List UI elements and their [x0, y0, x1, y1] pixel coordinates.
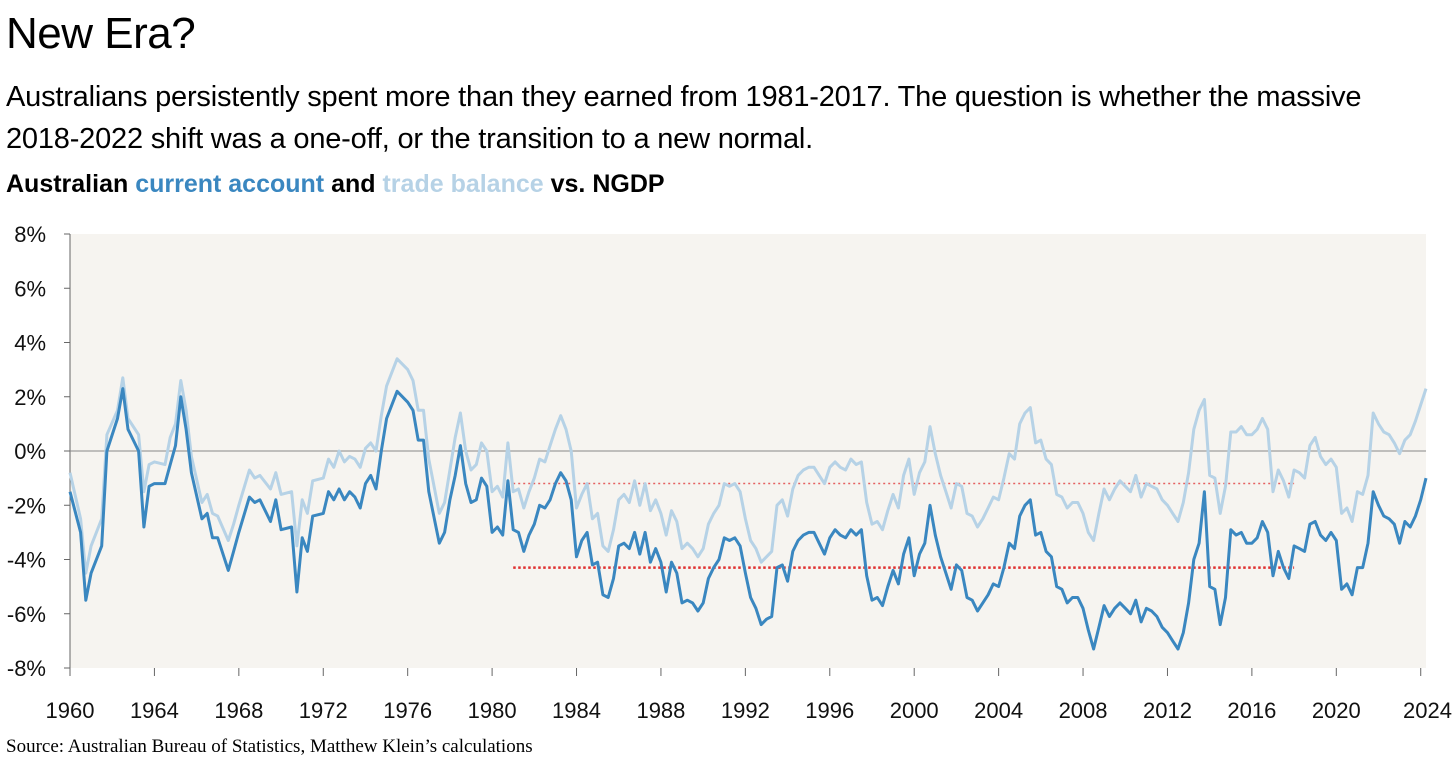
x-tick-label: 1976	[383, 698, 432, 723]
x-axis: 1960 1964 1968 1972 1976 1980 1984 1988 1992 1996…	[46, 668, 1452, 723]
chart-title: New Era?	[6, 9, 196, 58]
series-layer	[68, 357, 1428, 651]
chart-heading-mid: and	[324, 170, 383, 198]
x-tick-label: 1984	[552, 698, 601, 723]
x-tick-label: 2008	[1059, 698, 1108, 723]
x-tick-label: 2024	[1403, 698, 1452, 723]
x-tick-label: 1980	[468, 698, 517, 723]
x-tick-label: 2020	[1312, 698, 1361, 723]
chart-subtitle: Australians persistently spent more than…	[6, 81, 1362, 155]
x-tick-label: 2004	[974, 698, 1023, 723]
x-tick-label: 2000	[890, 698, 939, 723]
source-note: Source: Australian Bureau of Statistics,…	[6, 736, 533, 757]
legend-trade-balance: trade balance	[382, 170, 544, 198]
y-tick-label: -6%	[7, 602, 46, 627]
y-tick-label: 4%	[14, 331, 46, 356]
chart-heading-suffix: vs. NGDP	[543, 170, 665, 198]
y-tick-label: -4%	[7, 548, 46, 573]
x-tick-label: 1972	[299, 698, 348, 723]
x-tick-label: 1960	[46, 698, 95, 723]
x-tick-label: 1968	[214, 698, 263, 723]
legend-current-account: current account	[135, 170, 325, 198]
y-tick-label: -2%	[7, 493, 46, 518]
chart-heading-prefix: Australian	[6, 170, 136, 198]
x-tick-label: 2016	[1227, 698, 1276, 723]
current-account-line	[68, 387, 1428, 651]
x-tick-label: 1964	[130, 698, 179, 723]
y-axis: 8% 6% 4% 2% 0% -2% -4% -6% -8%	[7, 222, 71, 681]
y-tick-label: 6%	[14, 276, 46, 301]
y-tick-label: 8%	[14, 222, 46, 247]
chart-heading: Australian current account and trade bal…	[6, 170, 665, 199]
trade-balance-line	[68, 357, 1428, 575]
x-tick-label: 1988	[636, 698, 685, 723]
y-tick-label: 2%	[14, 385, 46, 410]
x-tick-label: 1992	[721, 698, 770, 723]
y-tick-label: -8%	[7, 656, 46, 681]
y-tick-label: 0%	[14, 439, 46, 464]
x-tick-label: 1996	[805, 698, 854, 723]
x-tick-label: 2012	[1143, 698, 1192, 723]
